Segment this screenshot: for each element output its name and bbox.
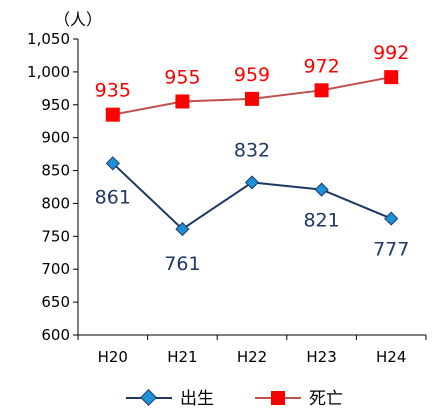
legend-label-birth: 出生 — [180, 389, 214, 409]
data-label-death: 955 — [164, 66, 200, 88]
data-label-birth: 832 — [234, 139, 270, 161]
x-tick-label: H22 — [237, 348, 267, 366]
legend-item-death: 死亡 — [255, 389, 343, 409]
data-point-death — [245, 91, 259, 106]
data-label-birth: 821 — [303, 210, 339, 232]
data-point-death — [384, 70, 399, 85]
y-axis-unit-label: （人） — [54, 10, 102, 29]
data-label-birth: 861 — [95, 186, 131, 208]
y-tick-label: 650 — [41, 293, 70, 311]
data-labels: 861 761 832 821 777 935 955 959 972 992 — [95, 42, 410, 275]
data-point-birth — [175, 222, 190, 237]
data-point-birth — [384, 211, 399, 226]
y-tick-label: 800 — [41, 194, 70, 212]
y-tick-label: 1,050 — [27, 30, 70, 48]
x-tick-label: H20 — [98, 348, 128, 366]
x-axis-ticks: H20 H21 H22 H23 H24 — [77, 335, 427, 366]
y-tick-label: 900 — [41, 129, 70, 147]
y-tick-label: 750 — [41, 227, 70, 245]
y-tick-label: 700 — [41, 260, 70, 278]
legend-marker-death — [271, 391, 285, 405]
data-point-birth — [244, 175, 260, 190]
legend-item-birth: 出生 — [126, 389, 214, 409]
data-label-birth: 777 — [373, 239, 409, 261]
data-point-birth — [105, 156, 120, 171]
data-label-death: 935 — [95, 80, 131, 102]
series-markers — [105, 70, 399, 237]
legend-label-death: 死亡 — [309, 389, 343, 409]
y-tick-label: 600 — [41, 326, 70, 344]
data-label-death: 959 — [234, 64, 270, 86]
legend-marker-birth — [140, 389, 157, 406]
axes — [77, 39, 426, 336]
data-point-death — [314, 83, 329, 98]
data-point-death — [105, 107, 120, 122]
y-axis-ticks: 600 650 700 750 800 850 900 950 1,000 1,050 — [27, 30, 78, 344]
y-tick-label: 950 — [41, 96, 70, 114]
x-tick-label: H23 — [306, 348, 336, 366]
data-label-birth: 761 — [164, 253, 200, 275]
data-point-birth — [314, 182, 329, 197]
series-line-birth — [112, 162, 392, 231]
x-tick-label: H24 — [376, 348, 406, 366]
x-tick-label: H21 — [167, 348, 197, 366]
legend: 出生 死亡 — [126, 389, 343, 409]
data-label-death: 972 — [303, 55, 339, 77]
y-tick-label: 1,000 — [27, 63, 70, 81]
data-label-death: 992 — [373, 42, 409, 64]
data-point-death — [175, 94, 190, 109]
y-tick-label: 850 — [41, 162, 70, 180]
